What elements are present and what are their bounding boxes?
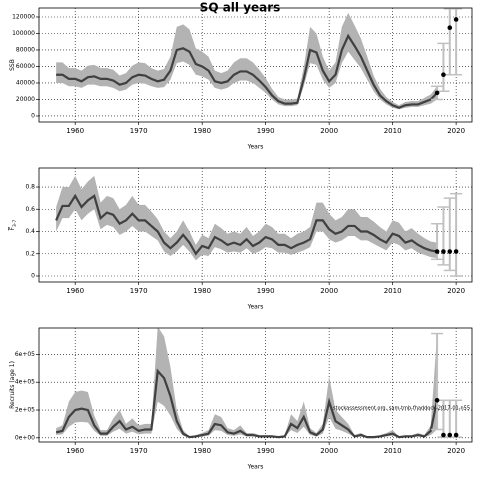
y-tick-label: 0 (31, 272, 35, 279)
x-tick-label: 1960 (66, 447, 84, 455)
y-axis-label-text: F (9, 226, 16, 230)
point (453, 249, 459, 254)
x-tick-label: 1980 (193, 447, 211, 455)
chart-title: SQ all years (200, 1, 281, 15)
y-tick-label: 0 (31, 112, 35, 119)
x-tick-label: 1990 (257, 447, 275, 455)
point (447, 249, 453, 254)
x-axis-label: Years (247, 464, 264, 471)
point (453, 432, 459, 438)
y-axis-label: Recruits (age 1) (9, 361, 16, 409)
x-tick-label: 1960 (66, 127, 84, 135)
plot-area (39, 168, 472, 282)
plot-area (39, 8, 472, 122)
y-tick-label: 0.2 (25, 250, 35, 257)
x-tick-label: 2020 (447, 287, 465, 295)
x-tick-label: 1970 (130, 287, 148, 295)
x-tick-label: 1990 (257, 127, 275, 135)
point (447, 25, 453, 31)
y-tick-label: 20000 (16, 96, 35, 103)
y-tick-label: 120000 (12, 13, 35, 20)
x-tick-label: 1980 (193, 127, 211, 135)
x-tick-label: 2010 (384, 127, 402, 135)
point (453, 17, 459, 22)
point (441, 72, 446, 78)
estimate-line (56, 33, 438, 109)
y-tick-label: 40000 (16, 79, 35, 86)
plot-frame (38, 167, 473, 283)
x-tick-label: 1980 (193, 287, 211, 295)
estimate-line (55, 368, 439, 439)
point (434, 90, 440, 96)
y-tick-label: 4e+05 (15, 379, 35, 386)
y-tick-label: 60000 (16, 63, 35, 70)
y-tick-label: 0.4 (25, 228, 35, 235)
y-tick-label: 0.8 (25, 184, 35, 191)
y-axis-label-subscript: 3-7 (12, 219, 18, 226)
x-tick-label: 1970 (130, 127, 148, 135)
y-tick-label: 0.6 (25, 206, 35, 213)
x-axis-label: Years (247, 304, 264, 311)
y-tick-label: 6e+05 (15, 351, 35, 358)
plot-frame (38, 327, 473, 443)
annotation: stockassessment.org, sam-tmb-fhaddock-20… (333, 406, 470, 412)
y-tick-label: 100000 (12, 30, 35, 37)
y-axis-label: SSB (9, 59, 16, 71)
estimate-line (55, 193, 438, 256)
x-tick-label: 2020 (447, 447, 465, 455)
y-axis-label-text: Recruits (age 1) (9, 361, 16, 409)
point (441, 432, 446, 438)
x-tick-label: 1990 (257, 287, 275, 295)
confidence-band (56, 12, 438, 110)
plot-frame (38, 7, 473, 123)
x-tick-label: 2020 (447, 127, 465, 135)
x-tick-label: 2000 (320, 447, 338, 455)
y-tick-label: 0e+00 (15, 434, 35, 441)
x-axis-label: Years (247, 144, 264, 151)
point (447, 432, 453, 438)
confidence-band (56, 175, 438, 261)
x-tick-label: 2000 (320, 287, 338, 295)
x-tick-label: 1960 (66, 287, 84, 295)
y-axis-label-text: SSB (9, 59, 16, 71)
plot-area (39, 328, 472, 442)
point (441, 249, 446, 254)
x-tick-label: 2000 (320, 127, 338, 135)
y-axis-label: F3-7 (9, 219, 18, 230)
x-tick-label: 2010 (384, 287, 402, 295)
point (434, 397, 440, 403)
point (434, 249, 440, 254)
y-tick-label: 80000 (16, 46, 35, 53)
y-tick-label: 2e+05 (15, 407, 35, 414)
x-tick-label: 2010 (384, 447, 402, 455)
x-tick-label: 1970 (130, 447, 148, 455)
